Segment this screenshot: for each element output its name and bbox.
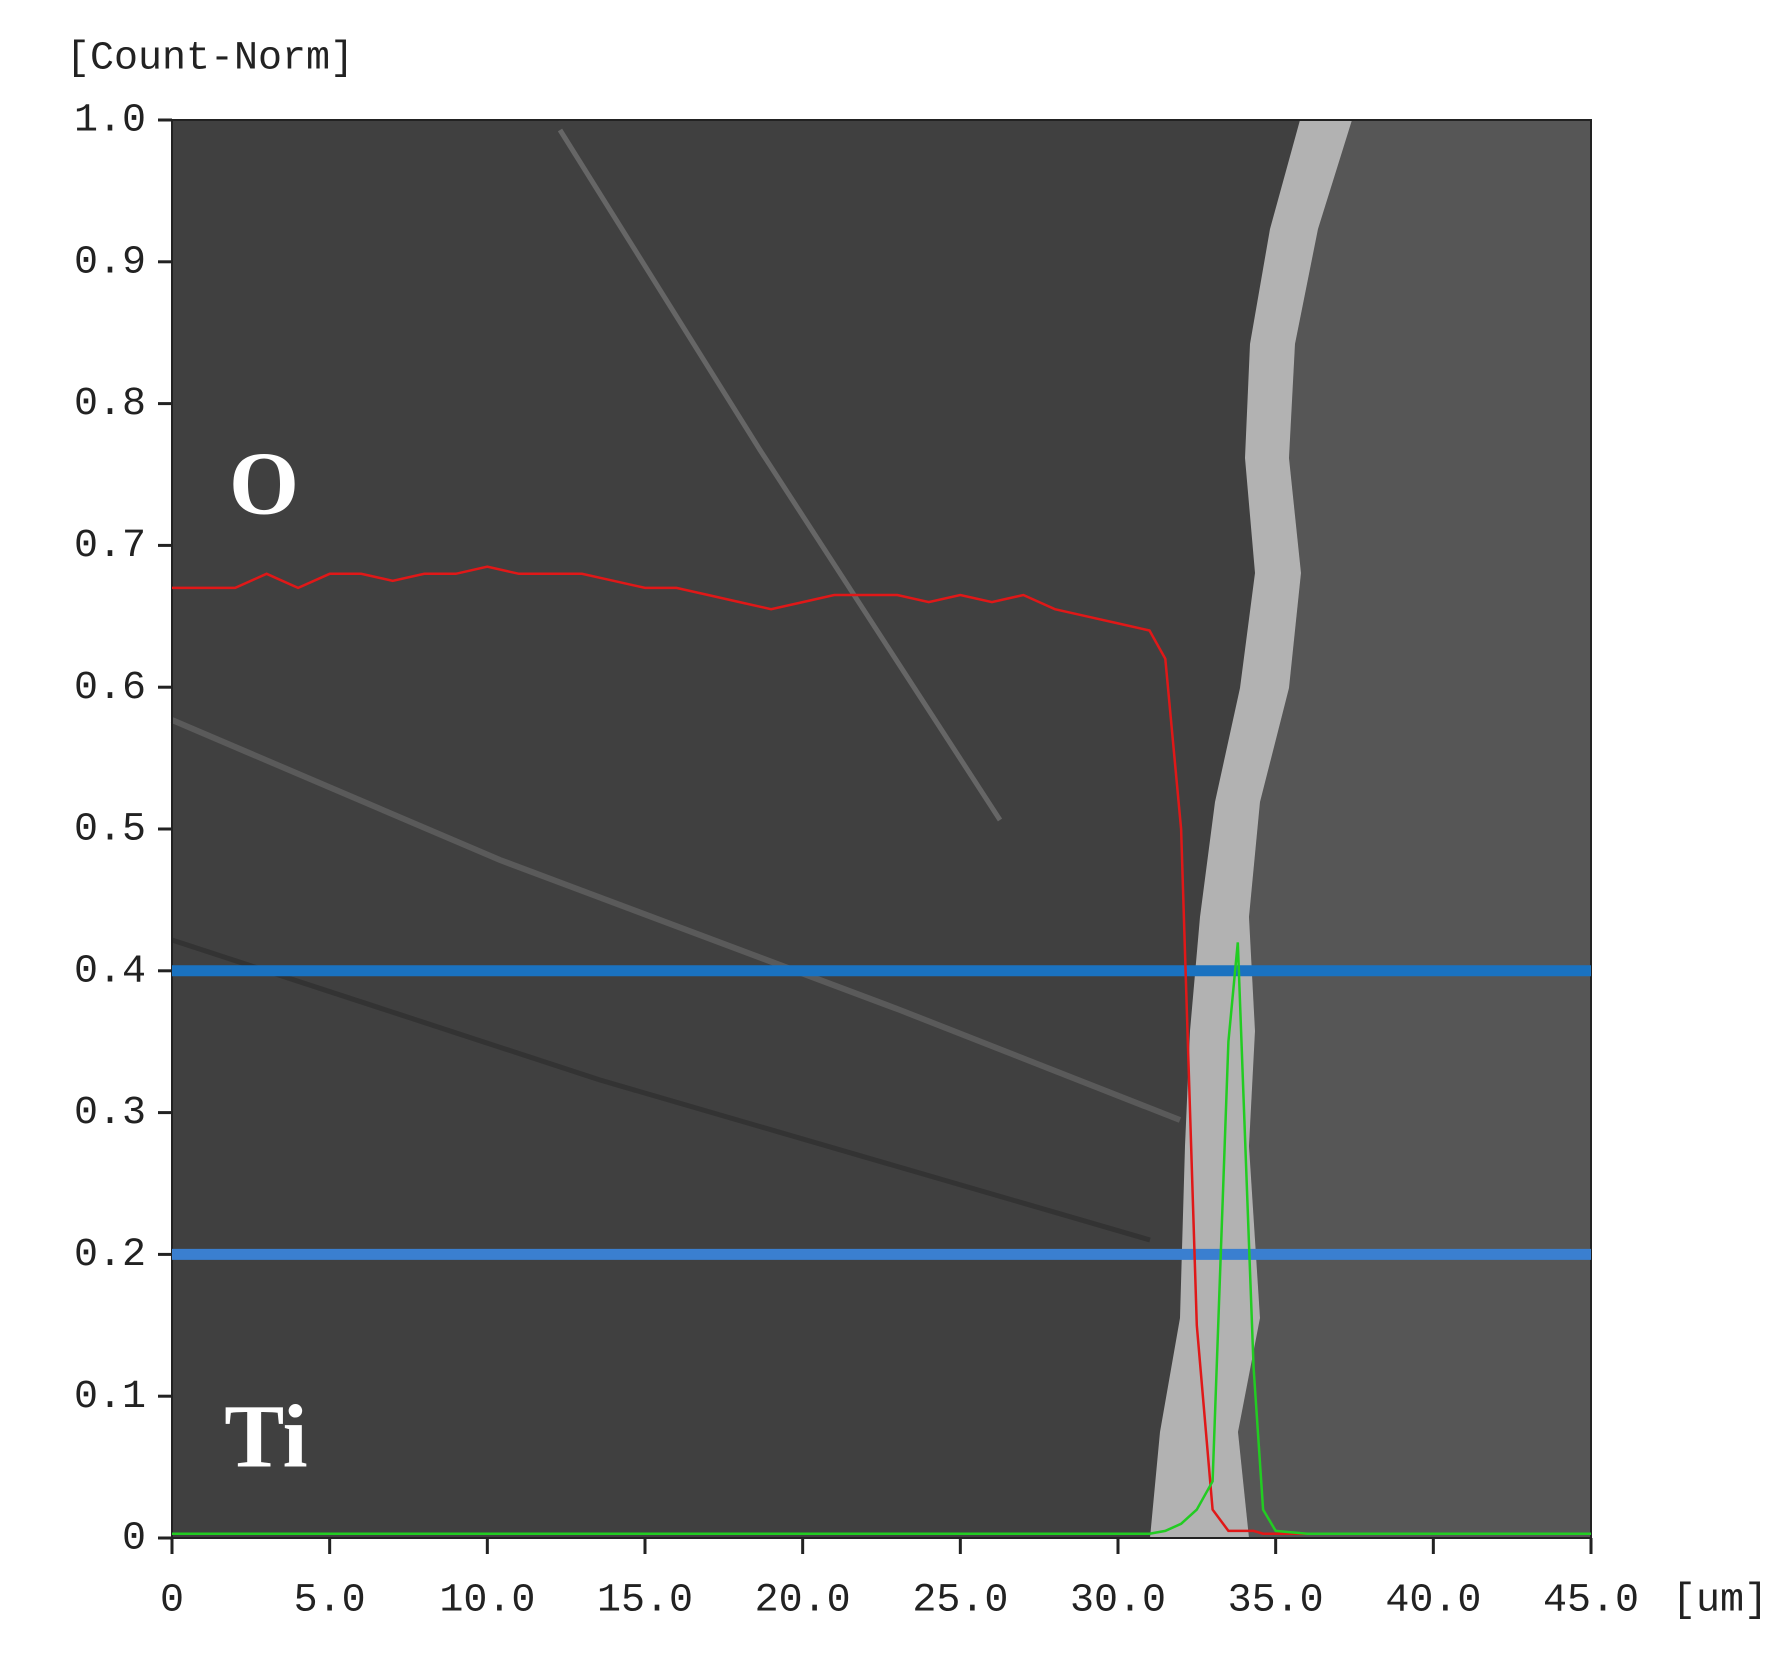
y-tick-label: 0.6	[74, 666, 146, 711]
x-tick-label: 15.0	[597, 1579, 693, 1624]
x-axis-label: [um]	[1672, 1579, 1768, 1624]
sem-texture	[170, 717, 1182, 1123]
y-tick-label: 1.0	[74, 99, 146, 144]
y-tick-label: 0	[122, 1517, 146, 1562]
y-tick-label: 0.4	[74, 949, 146, 994]
series-label: O	[229, 435, 299, 534]
y-tick-label: 0.5	[74, 808, 146, 853]
y-tick-label: 0.7	[74, 524, 146, 569]
series-line	[172, 565, 1591, 1535]
series-line	[172, 942, 1591, 1535]
x-tick-label: 25.0	[912, 1579, 1008, 1624]
x-tick-label: 35.0	[1228, 1579, 1324, 1624]
y-tick-label: 0.2	[74, 1233, 146, 1278]
x-tick-label: 5.0	[294, 1579, 366, 1624]
x-tick-label: 10.0	[439, 1579, 535, 1624]
x-tick-label: 45.0	[1543, 1579, 1639, 1624]
y-axis-label: [Count-Norm]	[66, 37, 354, 82]
sem-texture	[171, 937, 1151, 1243]
y-tick-label: 0.3	[74, 1091, 146, 1136]
x-tick-label: 0	[160, 1579, 184, 1624]
y-tick-label: 0.8	[74, 382, 146, 427]
y-tick-label: 0.1	[74, 1375, 146, 1420]
sem-edge	[1150, 120, 1352, 1538]
x-tick-label: 40.0	[1385, 1579, 1481, 1624]
x-tick-label: 20.0	[755, 1579, 851, 1624]
series-label: Ti	[224, 1388, 307, 1487]
sem-background	[1238, 120, 1591, 1538]
sem-texture	[557, 128, 1003, 822]
y-tick-label: 0.9	[74, 240, 146, 285]
x-tick-label: 30.0	[1070, 1579, 1166, 1624]
